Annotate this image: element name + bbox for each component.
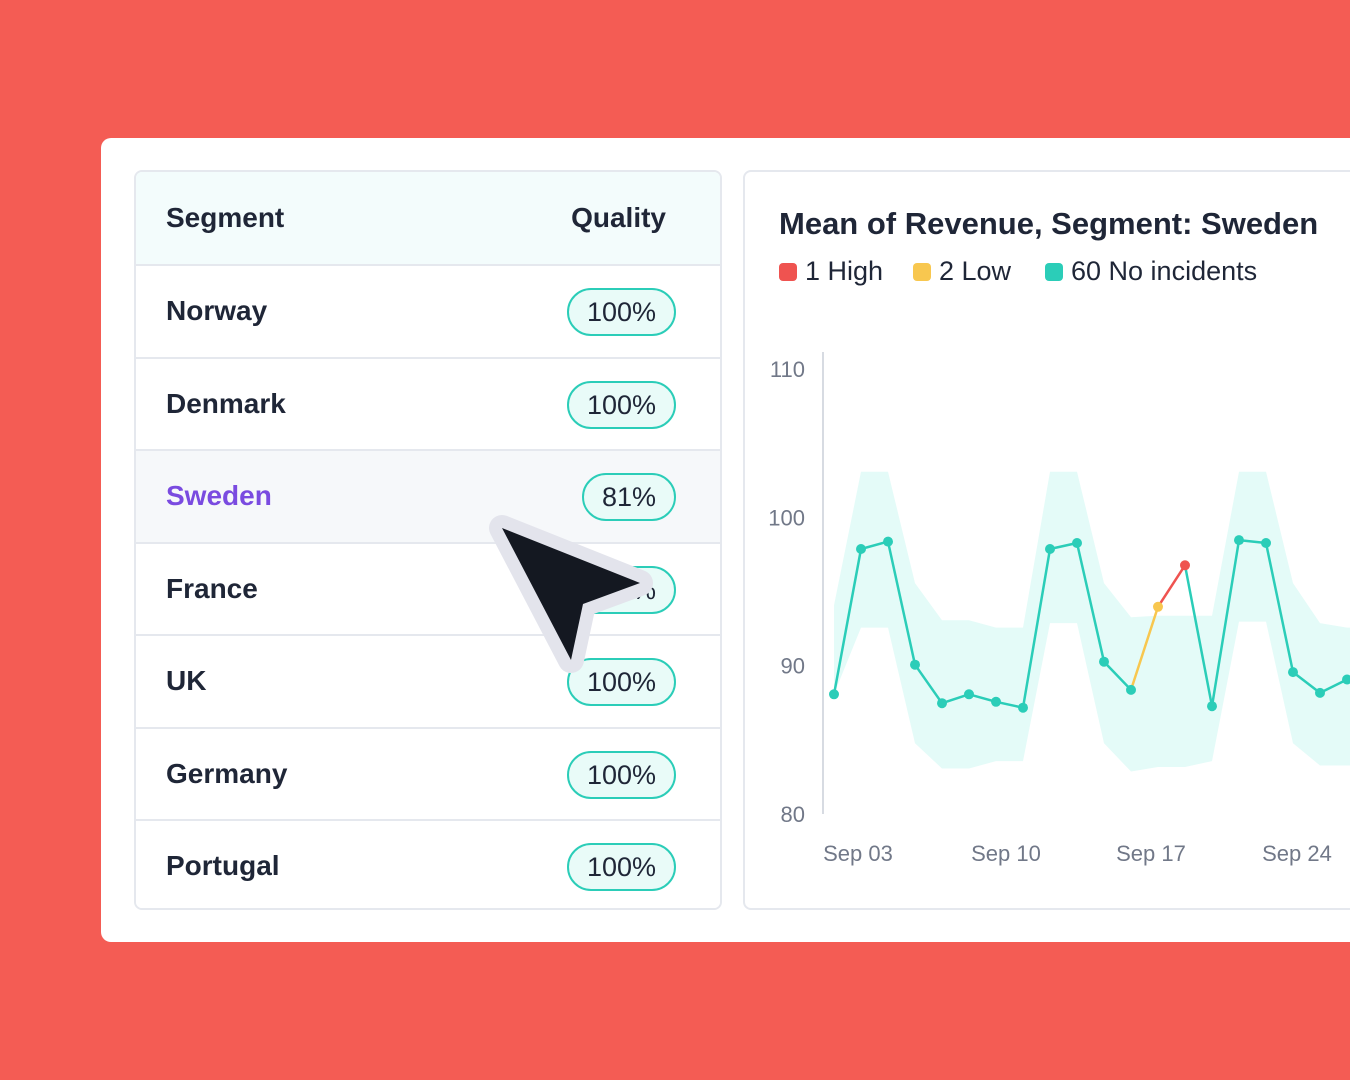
x-tick-label: Sep 10: [971, 841, 1041, 866]
data-point: [856, 544, 866, 554]
legend-item-high[interactable]: 1 High: [779, 256, 883, 287]
quality-badge: 100%: [566, 288, 676, 336]
line-segment: [886, 540, 917, 666]
data-point: [883, 536, 893, 547]
segment-name: Germany: [166, 757, 288, 789]
y-tick-label: 100: [768, 505, 805, 530]
data-point: [991, 696, 1001, 707]
x-tick-label: Sep 03: [823, 841, 893, 866]
data-point: [1072, 538, 1082, 548]
data-point: [1207, 701, 1217, 712]
line-segment: [1075, 541, 1106, 663]
line-segment: [1183, 564, 1214, 708]
table-row-uk[interactable]: UK 100%: [136, 636, 720, 729]
line-segment: [913, 663, 944, 705]
legend-swatch-low: [913, 262, 931, 281]
x-tick-label: Sep 17: [1116, 841, 1186, 866]
table-row-norway[interactable]: Norway 100%: [136, 266, 720, 359]
line-segment: [1264, 541, 1295, 674]
data-point: [1018, 702, 1028, 713]
data-point: [1315, 687, 1325, 698]
line-segment: [1318, 678, 1349, 695]
line-segment: [1291, 670, 1322, 695]
legend-swatch-high: [779, 262, 797, 281]
y-tick-label: 110: [770, 357, 805, 382]
data-point: [964, 689, 974, 700]
plot-area: [829, 471, 1350, 772]
table-row-denmark[interactable]: Denmark 100%: [136, 358, 720, 451]
y-tick-label: 80: [781, 802, 805, 827]
table-header: Segment Quality: [136, 172, 720, 266]
segment-name: Portugal: [166, 850, 280, 881]
legend-label-no-incidents: 60 No incidents: [1071, 256, 1258, 286]
table-row-sweden[interactable]: Sweden 81%: [136, 451, 720, 544]
data-point: [910, 659, 920, 670]
y-tick-label: 90: [781, 654, 805, 679]
data-point: [1261, 538, 1271, 548]
data-point: [1153, 601, 1163, 612]
data-point: [1126, 684, 1136, 695]
line-segment: [1156, 564, 1187, 609]
quality-badge: 100%: [566, 380, 676, 429]
data-point: [1099, 656, 1109, 667]
data-point: [829, 689, 839, 700]
x-tick-label: Sep 24: [1262, 841, 1332, 866]
data-point: [1342, 674, 1350, 685]
segment-name: UK: [166, 665, 207, 696]
legend-item-no-incidents[interactable]: 60 No incidents: [1045, 256, 1257, 287]
segment-name: Denmark: [166, 387, 286, 419]
legend-label-high: 1 High: [805, 256, 884, 286]
legend-swatch-no-incidents: [1045, 262, 1063, 281]
legend-item-low[interactable]: 2 Low: [913, 256, 1011, 287]
data-point: [1180, 560, 1190, 571]
data-point: [1288, 667, 1298, 678]
quality-badge: 100%: [566, 658, 676, 706]
column-header-segment[interactable]: Segment: [166, 202, 285, 233]
data-point: [937, 698, 947, 709]
data-point: [1234, 535, 1244, 546]
data-point: [1045, 544, 1055, 554]
column-header-quality[interactable]: Quality: [571, 202, 666, 233]
segment-name: Norway: [166, 295, 268, 326]
table-row-germany[interactable]: Germany 100%: [136, 728, 720, 821]
line-segment: [1210, 538, 1241, 708]
table-row-portugal[interactable]: Portugal 100%: [136, 821, 720, 908]
quality-badge: 100%: [566, 843, 676, 891]
line-segment: [1129, 605, 1160, 692]
quality-badge: 81%: [581, 473, 676, 521]
legend-label-low: 2 Low: [939, 256, 1012, 286]
quality-badge: 100%: [566, 750, 676, 799]
segment-name: Sweden: [166, 480, 272, 511]
line-segment: [1021, 547, 1052, 709]
line-segment: [1102, 660, 1133, 692]
chart-title: Mean of Revenue, Segment: Sweden: [779, 206, 1319, 241]
line-segment: [832, 547, 863, 696]
segment-name: France: [166, 572, 258, 604]
